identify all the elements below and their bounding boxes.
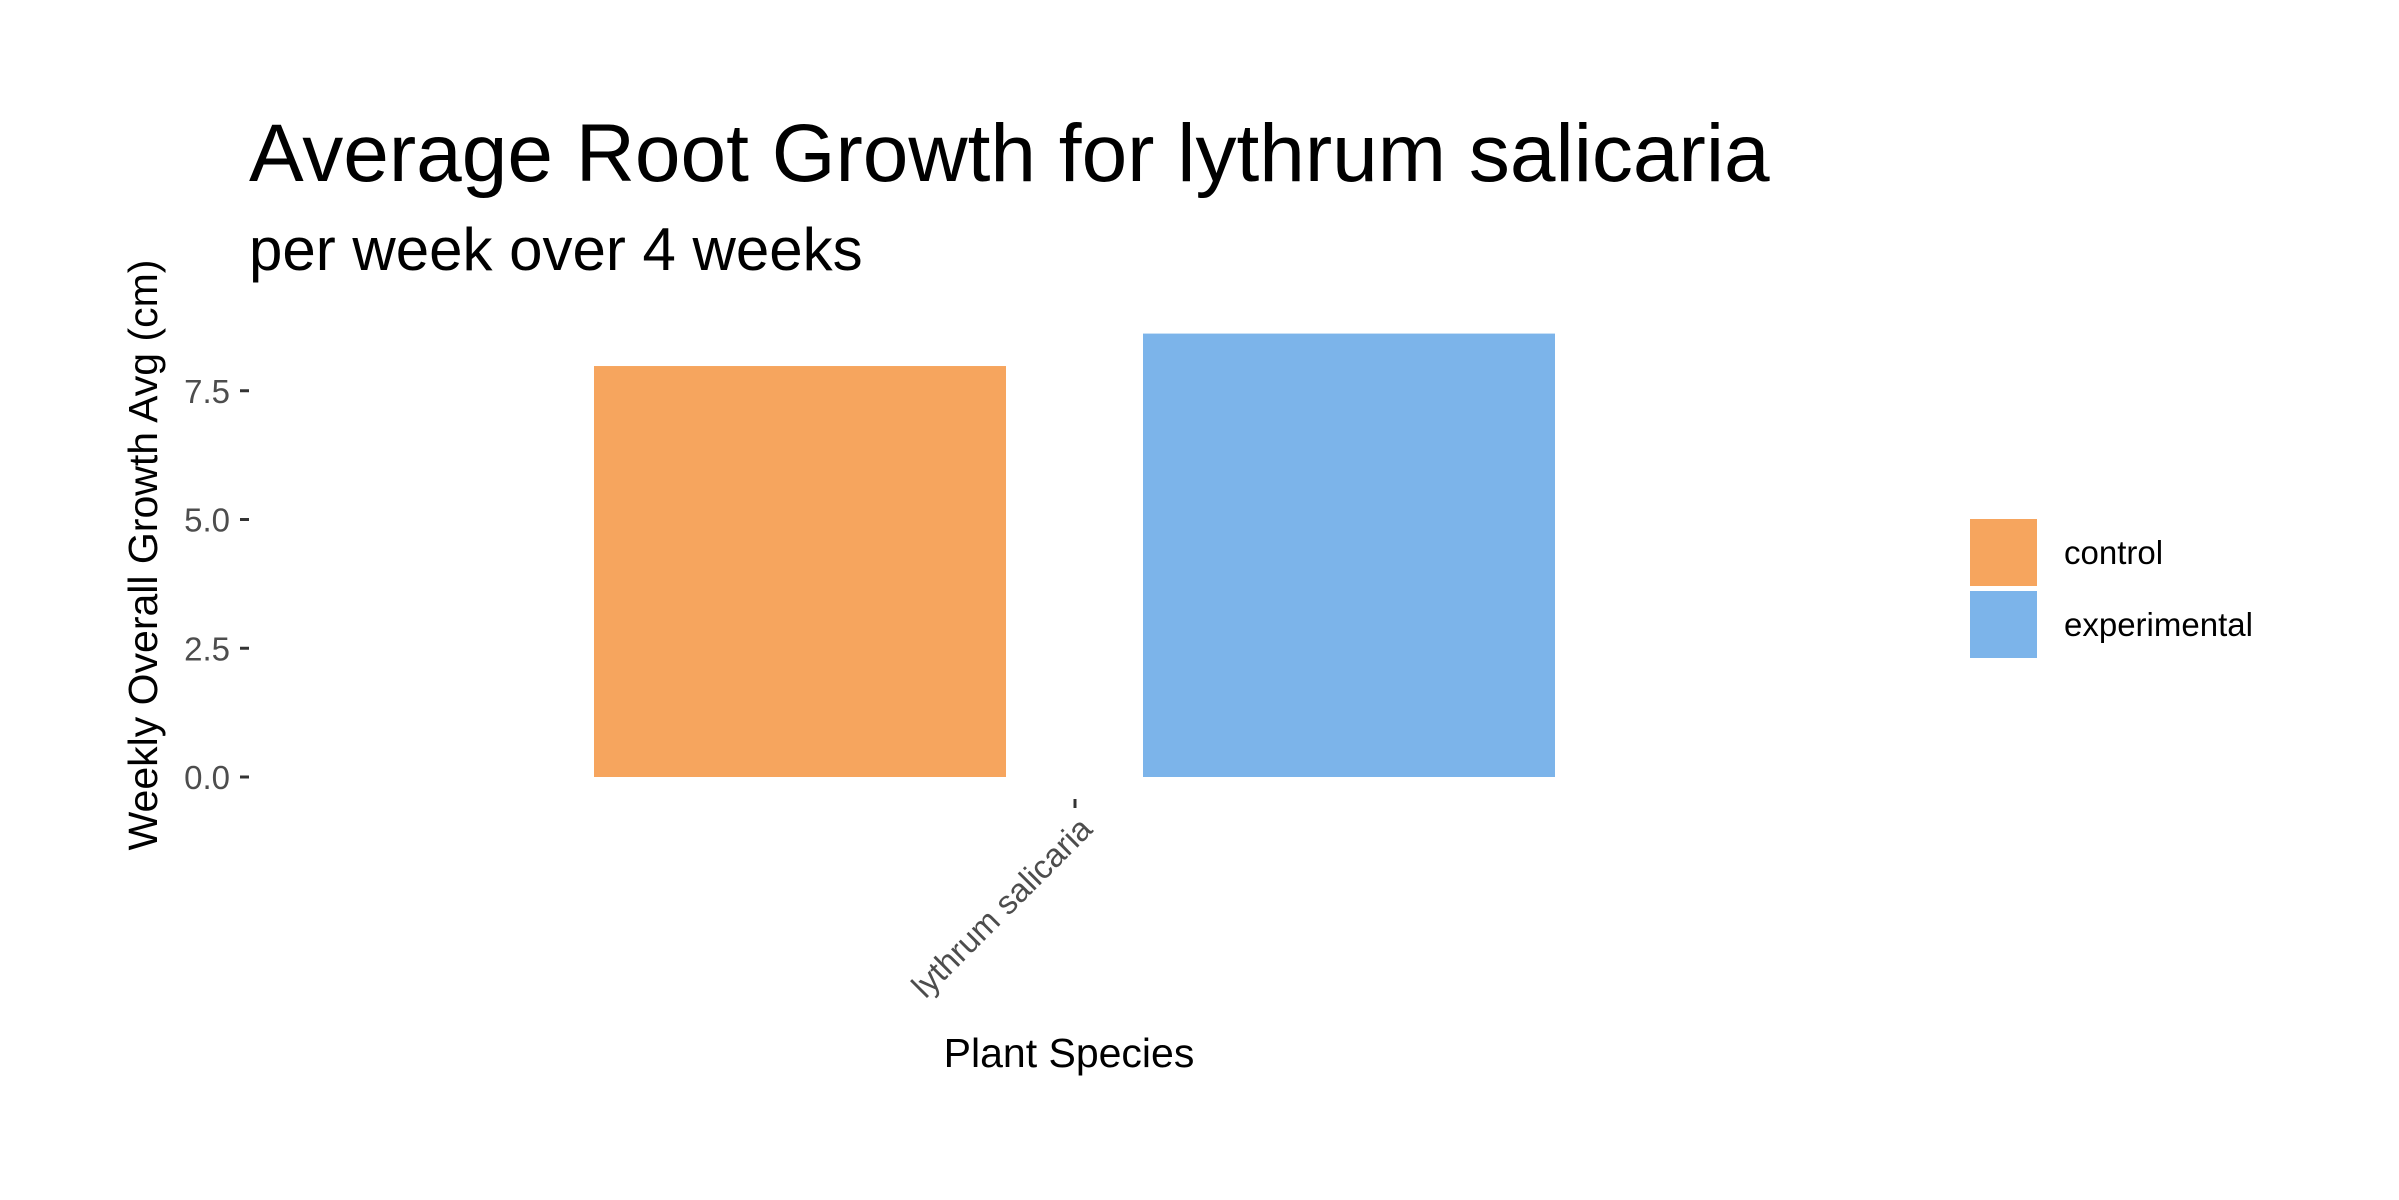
chart-subtitle: per week over 4 weeks <box>249 216 863 283</box>
legend-swatch-experimental <box>1970 591 2037 658</box>
legend-label-control: control <box>2064 534 2163 571</box>
bar-experimental <box>1143 333 1555 777</box>
y-tick-label: 2.5 <box>184 630 230 667</box>
legend: control experimental <box>1970 519 2253 658</box>
legend-label-experimental: experimental <box>2064 606 2253 643</box>
x-axis-label: Plant Species <box>944 1030 1195 1076</box>
y-tick-label: 0.0 <box>184 759 230 796</box>
y-axis: 0.0 2.5 5.0 7.5 <box>184 373 249 796</box>
plot-area <box>594 333 1555 777</box>
chart-title: Average Root Growth for lythrum salicari… <box>249 108 1770 199</box>
y-tick-label: 5.0 <box>184 502 230 539</box>
x-tick-label: lythrum salicaria <box>904 809 1099 1004</box>
y-tick-label: 7.5 <box>184 373 230 410</box>
x-axis: lythrum salicaria <box>904 799 1099 1005</box>
bar-control <box>594 366 1006 777</box>
legend-swatch-control <box>1970 519 2037 586</box>
y-axis-label: Weekly Overall Growth Avg (cm) <box>120 260 166 851</box>
